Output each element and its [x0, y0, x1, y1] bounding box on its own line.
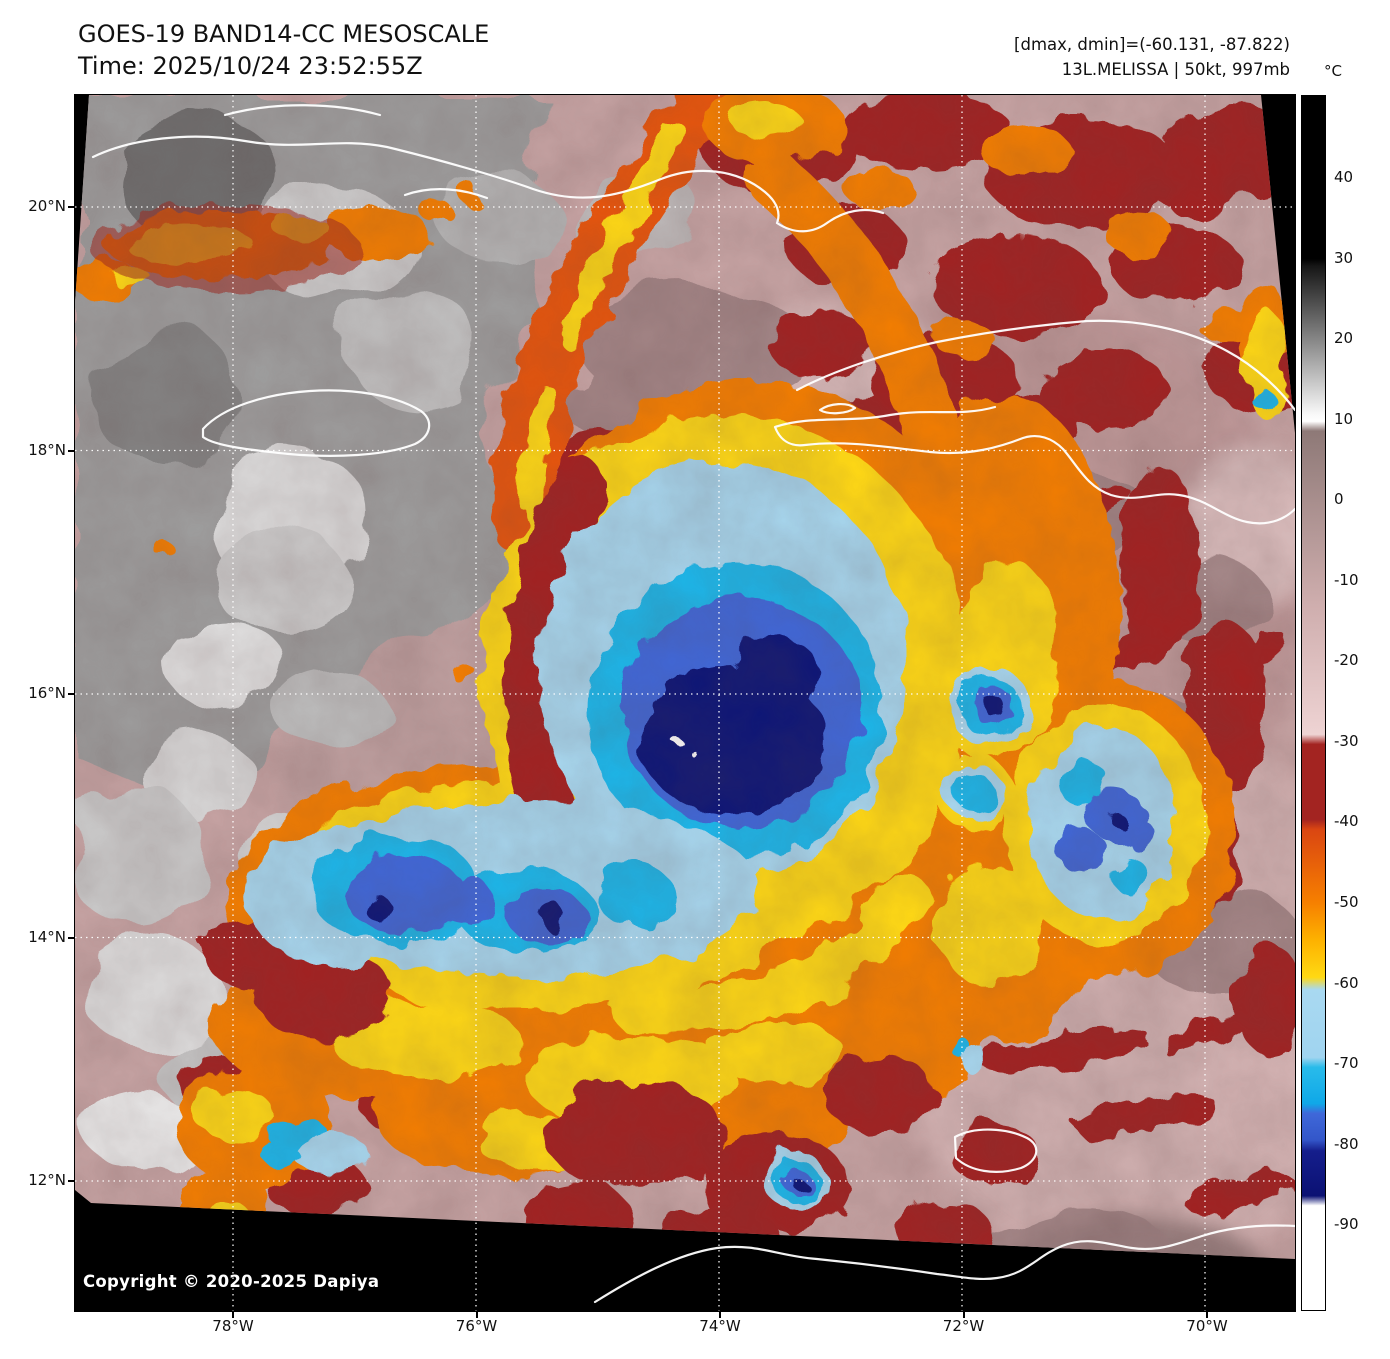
- lat-tick-mark: [68, 449, 74, 452]
- colorbar-tick-label: -10: [1334, 570, 1359, 589]
- lon-tick-label: 70°W: [1186, 1317, 1228, 1335]
- page-title: GOES-19 BAND14-CC MESOSCALE: [78, 20, 490, 48]
- lon-tick-mark: [719, 1312, 721, 1318]
- coastlines: [91, 104, 1297, 1304]
- lat-tick-mark: [68, 1180, 74, 1182]
- dmax-dmin-readout: [dmax, dmin]=(-60.131, -87.822): [1014, 35, 1290, 54]
- colorbar-tick-label: -20: [1334, 651, 1359, 670]
- coastline-cuba: [91, 135, 885, 233]
- colorbar-tick-label: 10: [1334, 409, 1354, 428]
- lat-tick-label: 12°N: [28, 1171, 66, 1189]
- colorbar: [1301, 95, 1326, 1311]
- colorbar-tick-label: -30: [1334, 731, 1359, 750]
- lat-tick-label: 20°N: [28, 197, 66, 215]
- graticule: [75, 95, 1295, 1311]
- colorbar-tick-label: 0: [1334, 490, 1344, 509]
- colorbar-unit-label: °C: [1324, 62, 1342, 80]
- colorbar-tick-label: 40: [1334, 168, 1354, 186]
- storm-readout: 13L.MELISSA | 50kt, 997mb: [1061, 60, 1290, 79]
- coastline-hispaniola-south: [773, 405, 1297, 525]
- lat-tick-label: 14°N: [28, 927, 66, 946]
- timestamp: Time: 2025/10/24 23:52:55Z: [78, 52, 423, 80]
- colorbar-tick-label: 20: [1334, 329, 1354, 348]
- texture-noise: [75, 95, 1295, 1259]
- colorbar-tick-label: -90: [1334, 1215, 1359, 1234]
- map-area: Copyright © 2020-2025 Dapiya: [74, 94, 1297, 1312]
- island-jamaica: [201, 389, 431, 457]
- satellite-image: [75, 95, 1297, 1311]
- coastline-cuba-north: [223, 104, 382, 117]
- lon-tick-label: 78°W: [212, 1317, 254, 1335]
- lon-tick-label: 72°W: [942, 1317, 985, 1335]
- lat-tick-label: 18°N: [28, 440, 66, 459]
- colorbar-tick-label: -60: [1334, 973, 1359, 992]
- colorbar-tick-label: -70: [1334, 1054, 1359, 1073]
- lat-tick-mark: [68, 693, 74, 695]
- header-info: [dmax, dmin]=(-60.131, -87.822) 13L.MELI…: [1014, 32, 1290, 82]
- coastline-south-america: [593, 1224, 1297, 1304]
- coastline-hispaniola-north: [795, 319, 1297, 412]
- island-gonave: [818, 403, 857, 415]
- lon-tick-label: 76°W: [455, 1317, 498, 1335]
- lon-tick-mark: [475, 1312, 478, 1318]
- copyright-text: Copyright © 2020-2025 Dapiya: [83, 1272, 380, 1291]
- colorbar-tick-label: -80: [1334, 1134, 1359, 1153]
- colorbar-tick-label: 30: [1334, 248, 1354, 267]
- lon-tick-mark: [962, 1312, 965, 1318]
- lon-tick-label: 74°W: [699, 1317, 741, 1335]
- lagoon-outline: [953, 1128, 1038, 1173]
- lat-tick-mark: [68, 936, 74, 939]
- lat-tick-label: 16°N: [28, 684, 66, 702]
- lon-tick-mark: [232, 1312, 234, 1318]
- coastline-cuba-inner: [403, 188, 489, 200]
- lat-tick-mark: [68, 206, 74, 208]
- lon-tick-mark: [1206, 1312, 1208, 1318]
- colorbar-tick-label: -40: [1334, 812, 1359, 831]
- colorbar-tick-label: -50: [1334, 892, 1359, 911]
